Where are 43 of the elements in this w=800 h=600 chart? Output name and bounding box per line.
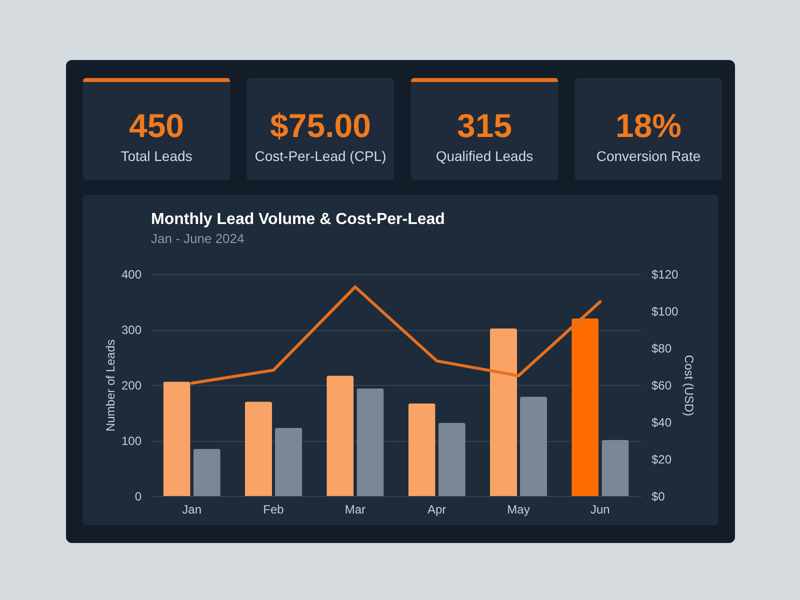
text: Total Leads bbox=[120, 148, 194, 164]
text: 315 bbox=[456, 107, 514, 144]
bar bbox=[408, 403, 436, 496]
x-tick-label: Mar bbox=[344, 502, 366, 516]
bar bbox=[520, 396, 548, 496]
bar bbox=[244, 402, 272, 496]
x-tick-label: May bbox=[507, 502, 530, 516]
y2-tick-label: $0 bbox=[652, 490, 666, 504]
bar bbox=[163, 382, 190, 496]
y2-tick-label: $60 bbox=[652, 378, 672, 392]
bar bbox=[438, 422, 466, 496]
y-tick-label: 0 bbox=[134, 490, 142, 504]
x-tick-label: Apr bbox=[427, 502, 446, 516]
line-series bbox=[190, 285, 602, 385]
y2-tick-label: $40 bbox=[652, 416, 672, 430]
y-tick-label: 300 bbox=[121, 323, 142, 337]
x-tick-label: Jun bbox=[590, 502, 610, 516]
bar bbox=[572, 318, 599, 496]
y-tick-label: 200 bbox=[121, 378, 142, 392]
x-tick-label: Jan bbox=[182, 502, 202, 516]
bar bbox=[490, 328, 517, 496]
text: Qualified Leads bbox=[434, 148, 534, 164]
y-tick-label: 400 bbox=[121, 268, 142, 282]
bar bbox=[193, 448, 220, 496]
y2-tick-label: $80 bbox=[652, 342, 672, 356]
text: $75.00 bbox=[269, 107, 372, 144]
bar bbox=[602, 440, 629, 496]
text: 450 bbox=[128, 107, 186, 144]
y2-tick-label: $20 bbox=[652, 452, 672, 466]
y-tick-label: 100 bbox=[121, 434, 142, 448]
y2-tick-label: $100 bbox=[652, 304, 679, 318]
y2-tick-label: $120 bbox=[652, 268, 679, 282]
bar bbox=[356, 388, 384, 496]
bar bbox=[326, 376, 354, 496]
x-tick-label: Feb bbox=[263, 502, 284, 516]
chart-title: Monthly Lead Volume & Cost-Per-Lead bbox=[151, 211, 445, 228]
y-axis-title: Number of Leads bbox=[103, 339, 118, 432]
text: Conversion Rate bbox=[595, 148, 702, 164]
y2-axis-title: Cost (USD) bbox=[682, 354, 696, 416]
text: Cost-Per-Lead (CPL) bbox=[254, 148, 388, 164]
bar bbox=[275, 428, 302, 496]
text: 18% bbox=[614, 107, 683, 144]
chart-subtitle: Jan - June 2024 bbox=[151, 231, 244, 246]
